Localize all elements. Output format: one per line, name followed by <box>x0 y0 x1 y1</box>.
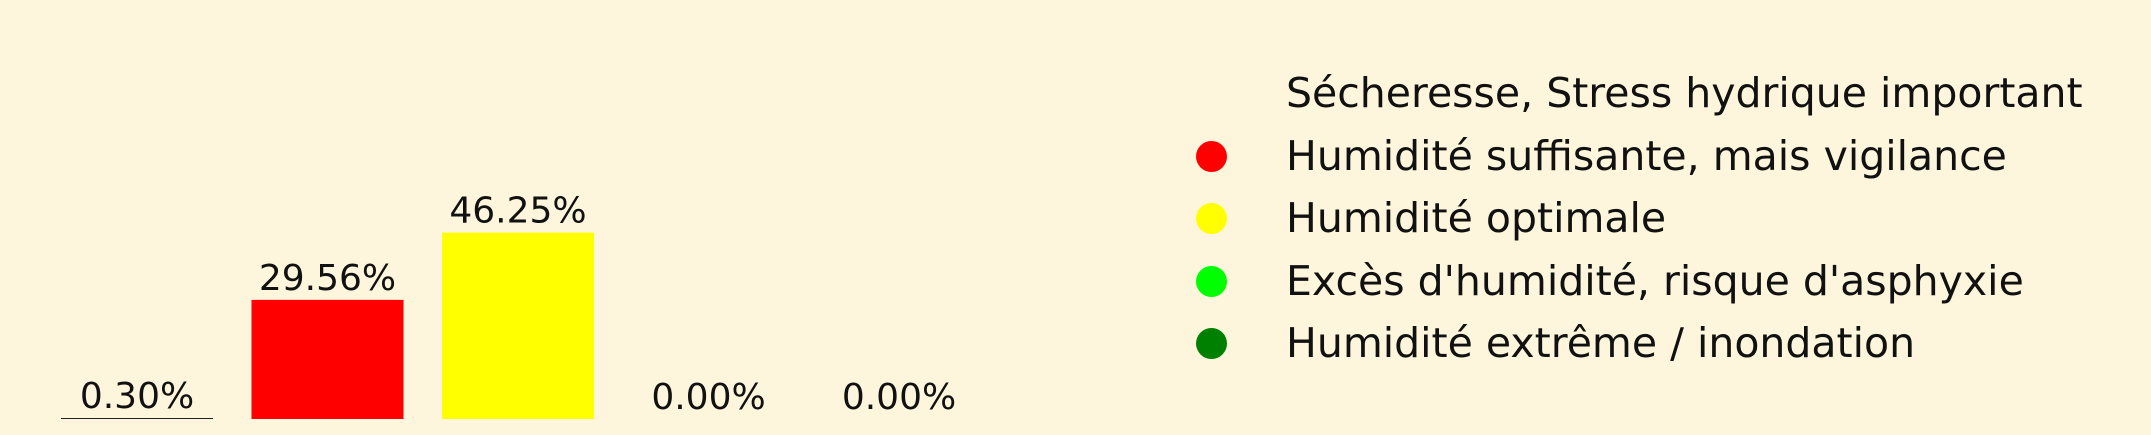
legend-label: Excès d'humidité, risque d'asphyxie <box>1286 256 2024 305</box>
bar-value-label-secheresse: 0.30% <box>80 376 194 417</box>
bar-value-label-exces: 0.00% <box>651 377 765 418</box>
legend-label: Humidité extrême / inondation <box>1286 319 1916 367</box>
legend: Sécheresse, Stress hydrique important Hu… <box>1180 62 2083 375</box>
legend-label: Humidité suffisante, mais vigilance <box>1286 131 2007 180</box>
legend-marker <box>1196 203 1227 234</box>
legend-label: Humidité optimale <box>1286 194 1667 242</box>
bar-value-label-optimale: 46.25% <box>449 191 586 232</box>
bar-value-label-vigilance: 29.56% <box>259 258 396 299</box>
bar-vigilance <box>251 299 404 419</box>
legend-marker <box>1196 265 1227 297</box>
legend-item-exces: Excès d'humidité, risque d'asphyxie <box>1180 250 2083 313</box>
legend-item-secheresse: Sécheresse, Stress hydrique important <box>1180 62 2083 125</box>
legend-marker <box>1196 328 1227 359</box>
legend-item-vigilance: Humidité suffisante, mais vigilance <box>1180 125 2083 188</box>
bar-value-label-inondation: 0.00% <box>842 377 956 418</box>
legend-marker <box>1196 140 1227 172</box>
legend-marker <box>1196 78 1227 109</box>
legend-item-optimale: Humidité optimale <box>1180 187 2083 250</box>
bar-optimale <box>442 232 594 419</box>
legend-label: Sécheresse, Stress hydrique important <box>1286 69 2083 117</box>
legend-item-inondation: Humidité extrême / inondation <box>1180 312 2083 375</box>
